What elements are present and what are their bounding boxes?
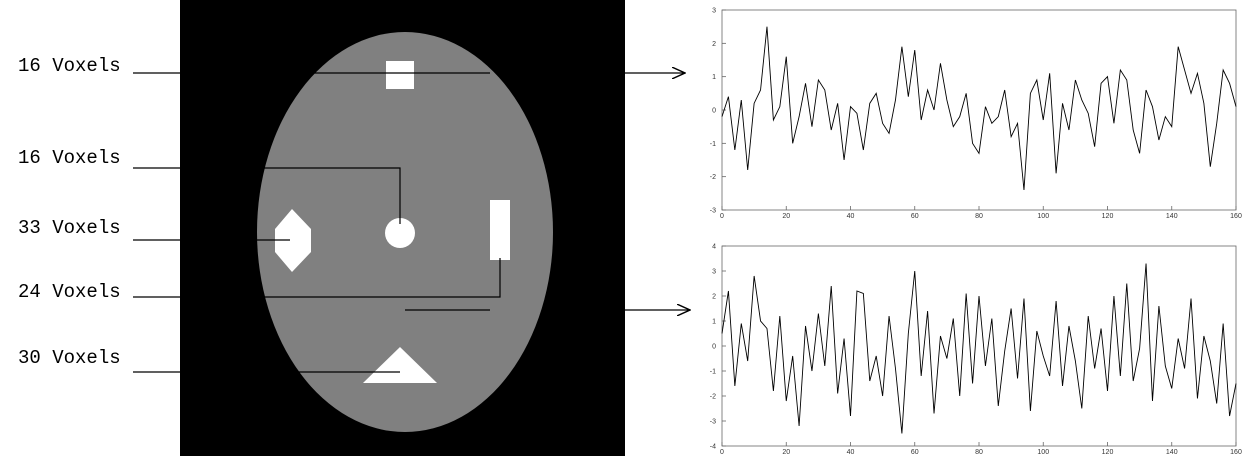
y-tick-label: 0 — [712, 344, 716, 351]
voxel-label: 16 Voxels — [18, 55, 121, 77]
signal-line — [722, 27, 1236, 190]
y-tick-label: 4 — [712, 244, 716, 251]
y-tick-label: -1 — [710, 141, 716, 148]
roi-rectangle — [490, 200, 510, 260]
x-tick-label: 60 — [911, 449, 919, 456]
y-tick-label: -4 — [710, 444, 716, 451]
signal-line — [722, 264, 1236, 434]
x-tick-label: 0 — [720, 449, 724, 456]
y-tick-label: 0 — [712, 108, 716, 115]
x-tick-label: 140 — [1166, 213, 1178, 220]
y-tick-label: -2 — [710, 174, 716, 181]
x-tick-label: 140 — [1166, 449, 1178, 456]
y-tick-label: -3 — [710, 208, 716, 215]
x-tick-label: 80 — [975, 449, 983, 456]
x-tick-label: 0 — [720, 213, 724, 220]
voxel-label: 33 Voxels — [18, 217, 121, 239]
y-tick-label: 3 — [712, 269, 716, 276]
x-tick-label: 60 — [911, 213, 919, 220]
roi-square — [386, 61, 414, 89]
x-tick-label: 160 — [1230, 449, 1242, 456]
voxel-label: 16 Voxels — [18, 147, 121, 169]
x-tick-label: 160 — [1230, 213, 1242, 220]
y-tick-label: 1 — [712, 319, 716, 326]
x-tick-label: 40 — [847, 213, 855, 220]
voxel-label: 30 Voxels — [18, 347, 121, 369]
plot-frame — [722, 10, 1236, 210]
y-tick-label: -2 — [710, 394, 716, 401]
x-tick-label: 80 — [975, 213, 983, 220]
y-tick-label: 1 — [712, 74, 716, 81]
x-tick-label: 100 — [1037, 449, 1049, 456]
x-tick-label: 40 — [847, 449, 855, 456]
x-tick-label: 120 — [1102, 449, 1114, 456]
y-tick-label: 2 — [712, 294, 716, 301]
plot-frame — [722, 246, 1236, 446]
y-tick-label: 3 — [712, 8, 716, 15]
x-tick-label: 100 — [1037, 213, 1049, 220]
figure: 16 Voxels 16 Voxels 33 Voxels 24 Voxels … — [0, 0, 1244, 456]
y-tick-label: -1 — [710, 369, 716, 376]
y-tick-label: 2 — [712, 41, 716, 48]
voxel-label: 24 Voxels — [18, 281, 121, 303]
x-tick-label: 20 — [782, 449, 790, 456]
y-tick-label: -3 — [710, 419, 716, 426]
x-tick-label: 120 — [1102, 213, 1114, 220]
x-tick-label: 20 — [782, 213, 790, 220]
